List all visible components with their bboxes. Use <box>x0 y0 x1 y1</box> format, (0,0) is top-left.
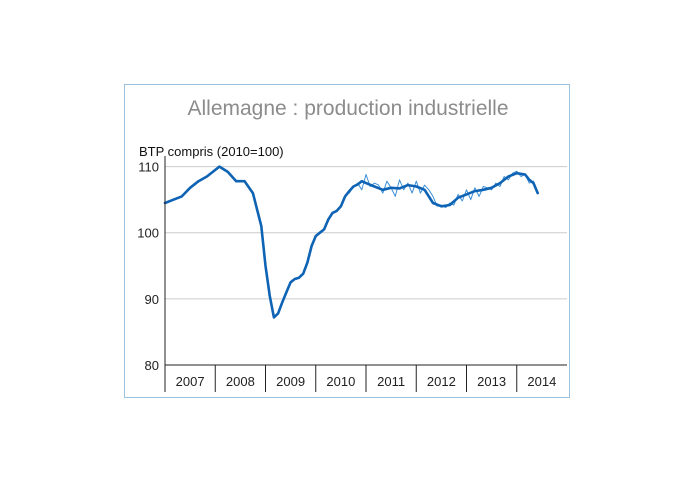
y-tick-label: 80 <box>145 358 159 373</box>
x-tick-label: 2010 <box>326 374 355 389</box>
trend-series-line <box>163 165 540 319</box>
chart-frame: Allemagne : production industrielle 80 90… <box>124 84 570 398</box>
x-tick-label: 2009 <box>276 374 305 389</box>
y-tick-label: 110 <box>138 160 159 175</box>
x-tick-label: 2012 <box>427 374 456 389</box>
chart-subtitle: BTP compris (2010=100) <box>139 144 284 159</box>
x-tick-label: 2013 <box>477 374 506 389</box>
x-tick-label: 2008 <box>226 374 255 389</box>
series-layer <box>163 165 540 319</box>
axis-layer: 80 90 100 110 2007 2008 2009 2010 2011 2012 2013 20… <box>137 156 567 392</box>
y-tick-label: 90 <box>145 292 159 307</box>
x-tick-label: 2007 <box>176 374 205 389</box>
grid-layer <box>165 166 567 300</box>
y-tick-label: 100 <box>137 226 159 241</box>
x-tick-label: 2011 <box>377 374 405 389</box>
chart-title: Allemagne : production industrielle <box>187 97 509 120</box>
x-tick-label: 2014 <box>527 374 556 389</box>
chart-svg: 80 90 100 110 2007 2008 2009 2010 2011 2012 2013 20… <box>137 144 567 392</box>
